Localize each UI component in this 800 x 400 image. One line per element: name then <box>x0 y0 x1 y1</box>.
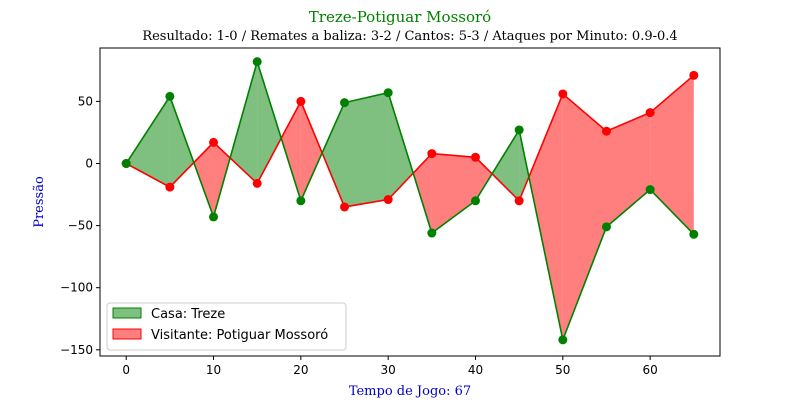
x-tick-label: 0 <box>122 363 130 377</box>
home-data-point <box>427 228 437 238</box>
away-advantage-area <box>300 101 323 201</box>
chart-subtitle: Resultado: 1-0 / Remates a baliza: 3-2 /… <box>142 29 677 44</box>
home-data-point <box>383 88 393 98</box>
home-data-point <box>689 229 699 239</box>
away-advantage-area <box>562 93 607 340</box>
away-data-point <box>252 178 262 188</box>
legend-swatch-home <box>112 307 142 319</box>
home-advantage-area <box>388 92 414 200</box>
x-tick-label: 10 <box>206 363 221 377</box>
x-tick-label: 20 <box>293 363 308 377</box>
away-data-point <box>209 137 219 147</box>
away-advantage-area <box>213 142 231 217</box>
x-tick-label: 50 <box>555 363 570 377</box>
y-axis-label: Pressão <box>32 176 47 228</box>
x-axis-ticks: 0 10 20 30 40 50 60 <box>122 356 658 377</box>
away-advantage-area <box>475 157 493 201</box>
away-data-point <box>427 149 437 159</box>
x-tick-label: 60 <box>643 363 658 377</box>
away-data-point <box>514 196 524 206</box>
y-tick-label: 0 <box>85 157 93 171</box>
fill-areas <box>126 61 694 340</box>
home-advantage-area <box>257 61 282 184</box>
y-tick-label: 50 <box>78 94 93 108</box>
home-advantage-area <box>519 129 529 201</box>
home-data-point <box>340 98 350 108</box>
x-tick-label: 30 <box>381 363 396 377</box>
away-advantage-area <box>528 93 563 340</box>
away-data-point <box>165 182 175 192</box>
away-series-line <box>125 74 695 208</box>
y-tick-label: −150 <box>60 343 93 357</box>
home-data-point <box>558 335 568 345</box>
legend: Casa: Treze Visitante: Potiguar Mossoró <box>106 302 347 351</box>
away-advantage-area <box>431 153 476 234</box>
legend-box <box>106 302 347 351</box>
y-tick-label: −50 <box>68 219 93 233</box>
y-tick-label: −100 <box>60 281 93 295</box>
plot-frame <box>99 47 721 357</box>
home-advantage-area <box>126 96 170 188</box>
home-advantage-area <box>492 129 520 201</box>
away-advantage-area <box>193 142 214 217</box>
home-data-point <box>645 185 655 195</box>
away-advantage-area <box>650 75 694 235</box>
legend-label-home: Casa: Treze <box>151 307 225 322</box>
away-data-point <box>296 96 306 106</box>
home-advantage-area <box>230 61 258 184</box>
home-advantage-area <box>322 102 345 207</box>
home-data-point <box>296 196 306 206</box>
chart-title: Treze-Potiguar Mossoró <box>309 8 491 26</box>
y-axis-ticks: −150 −100 −50 0 50 <box>60 94 100 357</box>
home-data-point <box>470 196 480 206</box>
home-data-point <box>121 159 131 168</box>
home-data-point <box>252 57 262 67</box>
legend-label-away: Visitante: Potiguar Mossoró <box>151 328 328 343</box>
home-data-point <box>165 91 175 101</box>
x-axis-label: Tempo de Jogo: 67 <box>349 384 471 399</box>
home-advantage-area <box>169 96 194 188</box>
away-data-point <box>558 89 568 99</box>
home-data-point <box>209 212 219 222</box>
away-advantage-area <box>606 112 651 227</box>
x-tick-label: 40 <box>468 363 483 377</box>
legend-swatch-away <box>112 328 142 340</box>
series-lines <box>125 58 695 343</box>
away-data-point <box>689 70 699 80</box>
away-advantage-area <box>413 153 432 234</box>
away-data-point <box>645 108 655 118</box>
home-advantage-area <box>344 92 389 207</box>
away-data-point <box>470 152 480 162</box>
home-data-point <box>601 222 611 232</box>
series-points <box>121 57 699 345</box>
away-data-point <box>383 195 393 205</box>
away-advantage-area <box>281 101 301 201</box>
away-data-point <box>340 202 350 212</box>
home-series-line <box>125 58 695 343</box>
away-data-point <box>601 126 611 136</box>
home-data-point <box>514 125 524 135</box>
